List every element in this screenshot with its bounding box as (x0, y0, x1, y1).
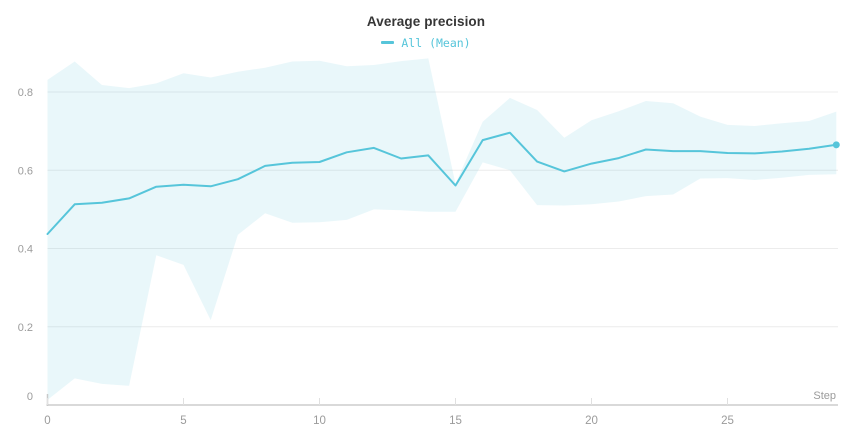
legend-item[interactable]: All (Mean) (0, 36, 852, 50)
x-tick-label: 20 (585, 415, 598, 427)
chart-title: Average precision (366, 14, 486, 29)
y-tick-label: 0 (27, 391, 33, 403)
x-tick-label: 0 (44, 415, 50, 427)
legend-label: All (Mean) (401, 36, 471, 50)
x-tick-label: 10 (313, 415, 326, 427)
x-tick-label: 25 (721, 415, 734, 427)
minmax-band-area (47, 58, 837, 400)
y-tick-label: 0.8 (18, 87, 33, 99)
x-tick-label: 5 (180, 415, 186, 427)
x-axis-label: Step (813, 390, 836, 402)
legend-dash-icon (381, 41, 395, 44)
chart-header: Average precision All (Mean) (0, 14, 852, 50)
endpoint-dot (832, 141, 840, 149)
y-tick-label: 0.6 (18, 165, 33, 177)
y-tick-label: 0.2 (18, 322, 33, 334)
y-tick-label: 0.4 (18, 244, 33, 256)
x-tick-label: 15 (449, 415, 462, 427)
mean-line (46, 131, 838, 235)
